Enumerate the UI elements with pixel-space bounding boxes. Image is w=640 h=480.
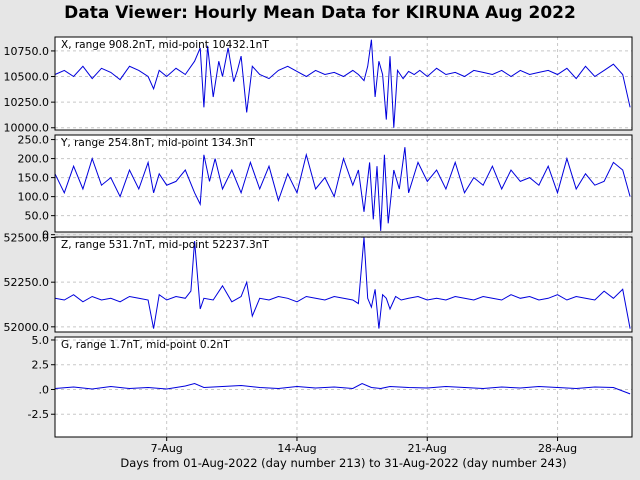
series-label-x: X, range 908.2nT, mid-point 10432.1nT <box>61 39 269 51</box>
series-label-y: Y, range 254.8nT, mid-point 134.3nT <box>60 137 255 149</box>
x-tick-label: 21-Aug <box>408 442 447 455</box>
y-tick-label-g: 2.5 <box>32 359 50 372</box>
series-line-z <box>54 237 631 329</box>
y-tick-label-y: 100.0 <box>18 191 50 204</box>
x-tick-label: 28-Aug <box>538 442 577 455</box>
panel-y <box>55 135 632 232</box>
y-tick-label-g: .0 <box>39 383 50 396</box>
panel-border-g <box>54 336 633 438</box>
series-line-x <box>54 39 631 128</box>
chart-title: Data Viewer: Hourly Mean Data for KIRUNA… <box>64 3 576 23</box>
panel-border-y <box>54 134 633 233</box>
y-tick-label-y: 200.0 <box>18 153 50 166</box>
y-tick-label-x: 10750.0 <box>4 45 50 58</box>
x-axis-label: Days from 01-Aug-2022 (day number 213) t… <box>120 456 567 470</box>
y-tick-label-x: 10000.0 <box>4 122 50 135</box>
y-tick-label-g: -2.5 <box>28 408 49 421</box>
y-tick-label-x: 10500.0 <box>4 71 50 84</box>
y-tick-label-y: 250.0 <box>18 134 50 147</box>
series-line-y <box>54 147 631 231</box>
y-tick-label-y: 50.0 <box>25 210 50 223</box>
y-tick-label-y: 0 <box>42 229 49 242</box>
panel-border-z <box>54 236 633 333</box>
x-tick-label: 14-Aug <box>277 442 316 455</box>
y-tick-label-z: 52000.0 <box>4 321 50 334</box>
y-tick-label-g: 5.0 <box>32 334 50 347</box>
panel-z <box>55 237 632 332</box>
series-line-g <box>54 382 631 395</box>
series-label-z: Z, range 531.7nT, mid-point 52237.3nT <box>61 239 269 251</box>
y-tick-label-y: 150.0 <box>18 172 50 185</box>
series-label-g: G, range 1.7nT, mid-point 0.2nT <box>61 339 230 351</box>
x-tick-label: 7-Aug <box>151 442 183 455</box>
panel-border-x <box>54 36 633 131</box>
y-tick-label-z: 52500.0 <box>4 232 50 245</box>
y-tick-label-x: 10250.0 <box>4 96 50 109</box>
y-tick-label-z: 52250.0 <box>4 276 50 289</box>
